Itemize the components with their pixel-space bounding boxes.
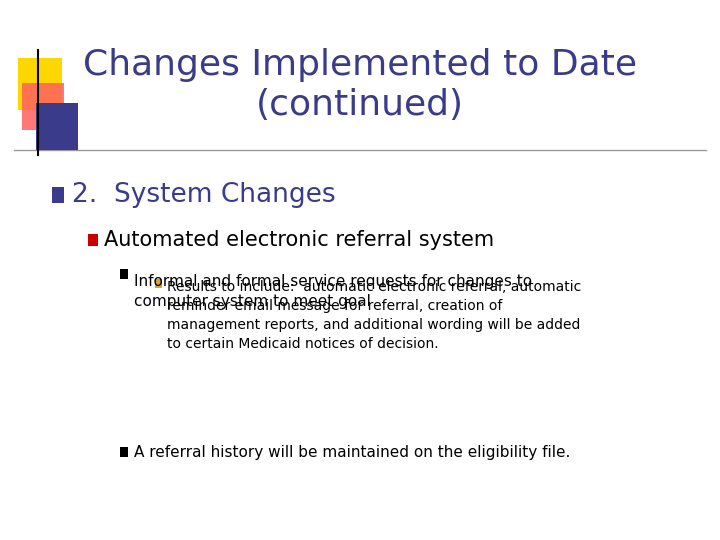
FancyBboxPatch shape [120, 447, 128, 457]
Text: Results to include:  automatic electronic referral, automatic
reminder email mes: Results to include: automatic electronic… [167, 280, 581, 351]
FancyBboxPatch shape [88, 234, 98, 246]
Text: Automated electronic referral system: Automated electronic referral system [104, 230, 494, 250]
FancyBboxPatch shape [36, 103, 78, 150]
Text: 2.  System Changes: 2. System Changes [72, 182, 336, 208]
FancyBboxPatch shape [52, 187, 64, 203]
FancyBboxPatch shape [155, 279, 162, 288]
FancyBboxPatch shape [22, 83, 64, 130]
FancyBboxPatch shape [18, 58, 62, 110]
FancyBboxPatch shape [120, 269, 128, 279]
Text: Informal and formal service requests for changes to
computer system to meet goal: Informal and formal service requests for… [134, 274, 532, 309]
Text: Changes Implemented to Date: Changes Implemented to Date [83, 48, 637, 82]
Text: A referral history will be maintained on the eligibility file.: A referral history will be maintained on… [134, 444, 570, 460]
Text: (continued): (continued) [256, 88, 464, 122]
